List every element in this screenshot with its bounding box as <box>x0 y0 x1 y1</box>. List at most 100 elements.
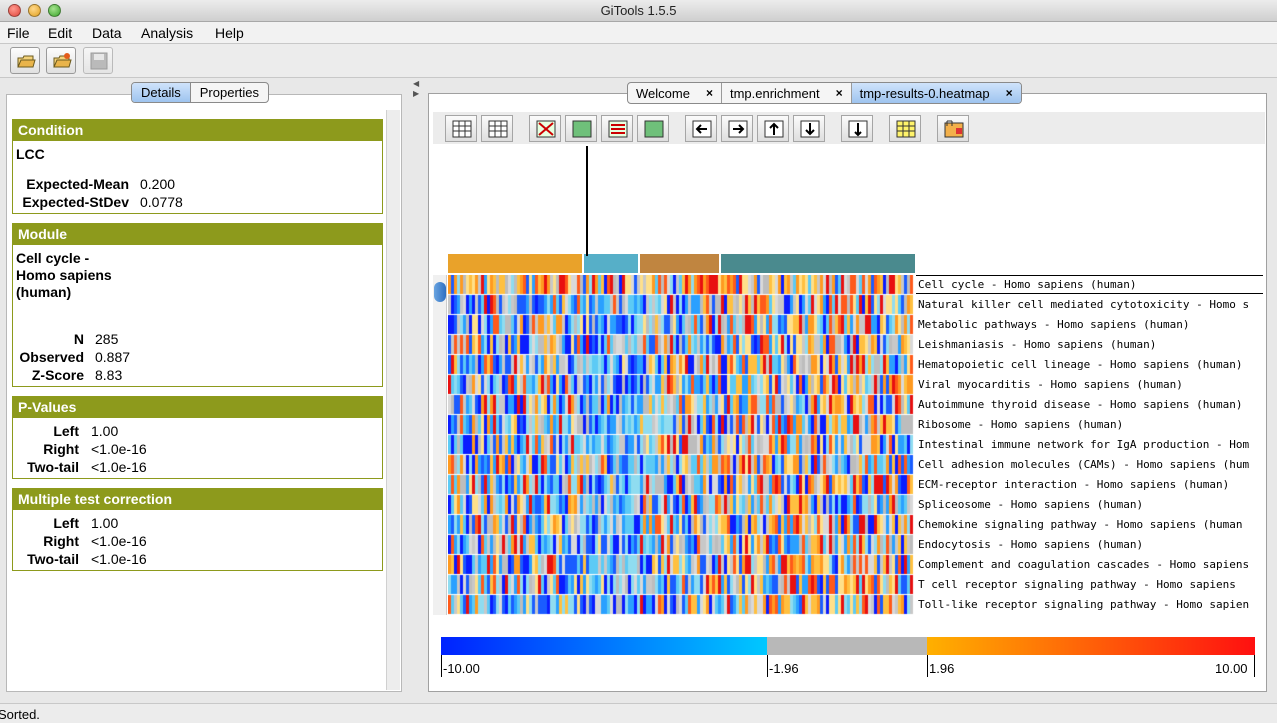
tab-details[interactable]: Details <box>132 83 191 102</box>
column-group-bar[interactable] <box>721 254 915 273</box>
tab-properties[interactable]: Properties <box>199 85 259 100</box>
scale-neutral-band <box>767 637 927 655</box>
menu-edit[interactable]: Edit <box>48 25 73 41</box>
zoom-window-button[interactable] <box>48 4 61 17</box>
module-name-line2: Homo sapiens <box>16 267 112 283</box>
row-label[interactable]: Autoimmune thyroid disease - Homo sapien… <box>918 398 1243 411</box>
document-tabs: Welcome × tmp.enrichment × tmp-results-0.h… <box>627 82 1022 104</box>
hide-rows-icon <box>608 120 628 138</box>
menu-data[interactable]: Data <box>92 25 122 41</box>
row-label[interactable]: Cell cycle - Homo sapiens (human) <box>918 278 1137 291</box>
move-left-button[interactable] <box>685 115 717 142</box>
scale-tick <box>767 655 768 677</box>
row-label[interactable]: Chemokine signaling pathway - Homo sapie… <box>918 518 1243 531</box>
show-all-button[interactable] <box>565 115 597 142</box>
details-scrollbar[interactable] <box>386 110 400 690</box>
row-label[interactable]: Cell adhesion molecules (CAMs) - Homo sa… <box>918 458 1250 471</box>
sort-icon <box>848 120 868 138</box>
menu-file[interactable]: File <box>7 25 30 41</box>
heatmap-matrix[interactable] <box>448 275 915 615</box>
module-header: Module <box>13 224 382 245</box>
condition-header: Condition <box>13 120 382 141</box>
close-tab-icon[interactable]: × <box>705 86 713 100</box>
tab-enrichment[interactable]: tmp.enrichment × <box>722 83 852 103</box>
save-button[interactable] <box>83 47 113 74</box>
close-tab-icon[interactable]: × <box>835 86 843 100</box>
row-label[interactable]: Viral myocarditis - Homo sapiens (human) <box>918 378 1183 391</box>
show-columns-icon <box>572 120 592 138</box>
tab-welcome[interactable]: Welcome × <box>628 83 722 103</box>
cluster-icon <box>944 120 964 138</box>
expected-stdev-label: Expected-StDev <box>22 194 129 210</box>
move-up-button[interactable] <box>757 115 789 142</box>
row-label[interactable]: Ribosome - Homo sapiens (human) <box>918 418 1124 431</box>
expected-mean-value: 0.200 <box>140 176 176 192</box>
pvalues-header: P-Values <box>13 397 382 418</box>
tab-enrichment-label: tmp.enrichment <box>729 86 820 101</box>
split-divider-arrows[interactable]: ◀ ▶ <box>413 79 420 98</box>
unselect-all-button[interactable] <box>481 115 513 142</box>
row-label[interactable]: Spliceosome - Homo sapiens (human) <box>918 498 1144 511</box>
hide-rows-button[interactable] <box>601 115 633 142</box>
tab-heatmap-label: tmp-results-0.heatmap <box>859 86 990 101</box>
module-section: Module <box>12 223 383 387</box>
show-rows-button[interactable] <box>637 115 669 142</box>
arrow-left-icon <box>692 120 712 138</box>
hide-columns-icon <box>536 120 556 138</box>
mtc-right-value: <1.0e-16 <box>91 533 147 549</box>
filter-button[interactable] <box>889 115 921 142</box>
hide-selected-button[interactable] <box>529 115 561 142</box>
heatmap-vertical-scrollbar[interactable] <box>433 275 447 615</box>
select-all-button[interactable] <box>445 115 477 142</box>
arrow-down-icon <box>800 120 820 138</box>
observed-label: Observed <box>19 349 84 365</box>
close-tab-icon[interactable]: × <box>1005 86 1013 100</box>
row-label[interactable]: Endocytosis - Homo sapiens (human) <box>918 538 1144 551</box>
module-name-line1: Cell cycle - <box>16 250 90 266</box>
scale-axis <box>441 655 1255 677</box>
move-down-button[interactable] <box>793 115 825 142</box>
minimize-window-button[interactable] <box>28 4 41 17</box>
row-label[interactable]: Leishmaniasis - Homo sapiens (human) <box>918 338 1157 351</box>
open-recent-button[interactable] <box>46 47 76 74</box>
column-group-bar[interactable] <box>584 254 638 273</box>
observed-value: 0.887 <box>95 349 131 365</box>
title-bar: GiTools 1.5.5 <box>0 0 1277 22</box>
row-label[interactable]: Natural killer cell mediated cytotoxicit… <box>918 298 1250 311</box>
floppy-disk-icon <box>90 52 108 70</box>
move-right-button[interactable] <box>721 115 753 142</box>
scrollbar-thumb[interactable] <box>434 282 446 302</box>
tab-welcome-label: Welcome <box>636 86 690 101</box>
mtc-section: Multiple test correction <box>12 488 383 571</box>
column-group-bar[interactable] <box>640 254 719 273</box>
row-label[interactable]: Complement and coagulation cascades - Ho… <box>918 558 1250 571</box>
scale-label-neg: -1.96 <box>769 661 799 676</box>
cluster-button[interactable] <box>937 115 969 142</box>
main-toolbar <box>0 44 1277 78</box>
row-label[interactable]: Toll-like receptor signaling pathway - H… <box>918 598 1250 611</box>
row-label[interactable]: Hematopoietic cell lineage - Homo sapien… <box>918 358 1243 371</box>
menu-help[interactable]: Help <box>215 25 244 41</box>
open-file-button[interactable] <box>10 47 40 74</box>
close-window-button[interactable] <box>8 4 21 17</box>
folder-star-icon <box>53 53 72 68</box>
mtc-left-label: Left <box>53 515 79 531</box>
scale-label-pos: 1.96 <box>929 661 955 676</box>
row-label[interactable]: ECM-receptor interaction - Homo sapiens … <box>918 478 1230 491</box>
pvalues-section: P-Values <box>12 396 383 479</box>
menu-bar: File Edit Data Analysis Help <box>0 22 1277 44</box>
pvalue-left-label: Left <box>53 423 79 439</box>
mtc-right-label: Right <box>43 533 79 549</box>
pvalue-twotail-value: <1.0e-16 <box>91 459 147 475</box>
menu-analysis[interactable]: Analysis <box>141 25 194 41</box>
row-label[interactable]: Intestinal immune network for IgA produc… <box>918 438 1250 451</box>
zscore-value: 8.83 <box>95 367 123 383</box>
column-group-bar[interactable] <box>448 254 582 273</box>
tab-heatmap[interactable]: tmp-results-0.heatmap × <box>851 83 1021 103</box>
row-label[interactable]: T cell receptor signaling pathway - Homo… <box>918 578 1236 591</box>
show-rows-icon <box>644 120 664 138</box>
sort-button[interactable] <box>841 115 873 142</box>
scale-label-max: 10.00 <box>1215 661 1248 676</box>
row-label[interactable]: Metabolic pathways - Homo sapiens (human… <box>918 318 1190 331</box>
scale-negative-gradient <box>441 637 767 655</box>
